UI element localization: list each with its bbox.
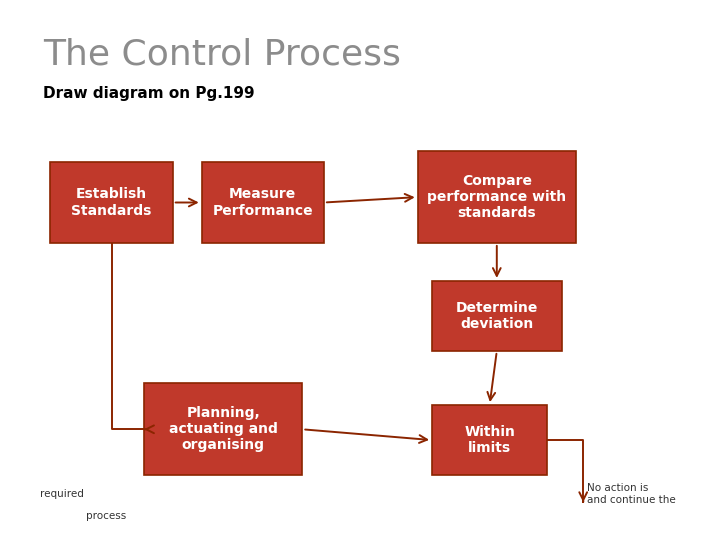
FancyBboxPatch shape bbox=[144, 383, 302, 475]
Text: The Control Process: The Control Process bbox=[43, 38, 401, 72]
Text: Within
limits: Within limits bbox=[464, 425, 515, 455]
Text: Establish
Standards: Establish Standards bbox=[71, 187, 152, 218]
Text: Measure
Performance: Measure Performance bbox=[212, 187, 313, 218]
FancyBboxPatch shape bbox=[432, 405, 547, 475]
Text: No action is
and continue the: No action is and continue the bbox=[587, 483, 675, 505]
Text: Compare
performance with
standards: Compare performance with standards bbox=[427, 174, 567, 220]
Text: Planning,
actuating and
organising: Planning, actuating and organising bbox=[168, 406, 278, 453]
FancyBboxPatch shape bbox=[418, 151, 576, 243]
Text: required: required bbox=[40, 489, 84, 499]
FancyBboxPatch shape bbox=[50, 162, 173, 243]
FancyBboxPatch shape bbox=[432, 281, 562, 351]
Text: process: process bbox=[86, 511, 127, 521]
Text: Draw diagram on Pg.199: Draw diagram on Pg.199 bbox=[43, 86, 255, 102]
FancyBboxPatch shape bbox=[202, 162, 324, 243]
Text: Determine
deviation: Determine deviation bbox=[456, 301, 538, 331]
